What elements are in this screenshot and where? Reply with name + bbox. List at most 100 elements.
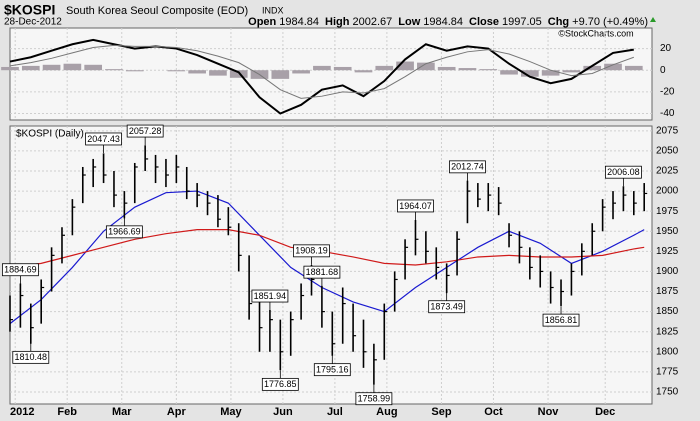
- histogram-bar: [42, 64, 61, 71]
- credit: ©StockCharts.com: [558, 28, 633, 38]
- date: 28-Dec-2012: [4, 17, 62, 28]
- histogram-bar: [292, 70, 310, 74]
- y-tick-label: 1850: [656, 306, 679, 317]
- quote-value: 1984.84: [423, 16, 463, 28]
- y-tick-label: 1975: [656, 206, 679, 217]
- y-tick-label: 2075: [656, 125, 679, 136]
- exchange: INDX: [262, 5, 284, 15]
- histogram-bar: [1, 66, 19, 71]
- annotation-label: 1873.49: [430, 302, 463, 312]
- x-tick-label: Aug: [376, 406, 397, 418]
- quote-label: Close: [469, 16, 499, 28]
- annotation-box: [12, 350, 50, 364]
- y-tick-label: -40: [660, 108, 675, 119]
- x-tick-label: Jun: [273, 406, 293, 418]
- x-tick-label: Apr: [167, 406, 187, 418]
- quote-label: Chg: [548, 16, 569, 28]
- histogram-bar: [396, 61, 414, 71]
- annotation-box: [126, 124, 164, 138]
- histogram-bar: [333, 66, 352, 71]
- annotation-label: 2047.43: [87, 134, 120, 144]
- x-tick-label: Nov: [538, 406, 560, 418]
- x-tick-label: 2012: [10, 406, 34, 418]
- up-arrow: [650, 17, 656, 22]
- histogram-bar: [583, 65, 602, 71]
- moving-average: [9, 229, 645, 269]
- y-tick-label: 1825: [656, 326, 679, 337]
- histogram-bar: [479, 69, 498, 71]
- y-tick-label: 20: [660, 43, 672, 54]
- annotation-box: [355, 392, 393, 406]
- y-tick-label: 1900: [656, 266, 679, 277]
- annotation-label: 1908.19: [295, 246, 328, 256]
- histogram-bar: [500, 70, 518, 75]
- quote-value: 2002.67: [353, 16, 393, 28]
- annotation-box: [397, 199, 434, 213]
- annotation-label: 2012.74: [451, 162, 484, 172]
- symbol: $KOSPI: [4, 2, 55, 18]
- y-tick-label: 1775: [656, 367, 679, 378]
- histogram-bar: [354, 70, 373, 73]
- histogram-bar: [209, 70, 227, 76]
- annotation-box: [1, 263, 39, 277]
- y-tick-label: 2025: [656, 166, 679, 177]
- histogram-bar: [417, 62, 435, 71]
- annotation-label: 1881.68: [306, 267, 339, 277]
- panel-label: $KOSPI (Daily): [16, 129, 84, 140]
- histogram-bar: [313, 65, 331, 71]
- annotation-box: [303, 265, 341, 279]
- annotation-label: 1795.16: [316, 365, 349, 375]
- y-tick-label: 1925: [656, 246, 679, 257]
- annotation-label: 1758.99: [358, 394, 391, 404]
- index-name: South Korea Seoul Composite (EOD): [66, 5, 248, 17]
- annotation-label: 1964.07: [399, 201, 432, 211]
- histogram-bar: [562, 70, 581, 73]
- y-tick-label: 1750: [656, 387, 679, 398]
- y-tick-label: 1950: [656, 226, 679, 237]
- annotation-box: [605, 165, 642, 179]
- x-tick-label: Feb: [57, 406, 77, 418]
- x-tick-label: Jul: [327, 406, 343, 418]
- y-tick-label: 2050: [656, 146, 679, 157]
- annotation-label: 1810.48: [15, 352, 48, 362]
- moving-average: [9, 190, 645, 325]
- quote-text: Open 1984.84 High 2002.67 Low 1984.84 Close 199…: [248, 16, 648, 28]
- histogram-bar: [541, 70, 560, 76]
- histogram-bar: [188, 70, 206, 74]
- histogram-bar: [604, 63, 622, 71]
- y-tick-label: 2000: [656, 186, 679, 197]
- price-panel: [9, 125, 653, 405]
- quote-value: 1997.05: [502, 16, 542, 28]
- histogram-bar: [521, 70, 539, 77]
- histogram-bar: [21, 65, 40, 71]
- y-tick-label: 1800: [656, 346, 679, 357]
- y-tick-label: 0: [660, 65, 666, 76]
- y-tick-label: -20: [660, 86, 675, 97]
- histogram-bar: [125, 70, 144, 72]
- histogram-bar: [375, 65, 394, 71]
- histogram-bar: [458, 68, 477, 71]
- annotation-box: [261, 377, 299, 391]
- annotation-box: [313, 363, 351, 377]
- x-tick-label: Oct: [484, 406, 503, 418]
- annotation-box: [449, 160, 486, 174]
- annotation-box: [251, 289, 289, 303]
- x-tick-label: May: [220, 406, 242, 418]
- histogram-bar: [624, 65, 643, 71]
- histogram-bar: [84, 64, 103, 71]
- quote-value: +9.70 (+0.49%): [572, 16, 648, 28]
- annotation-label: 2006.08: [607, 167, 640, 177]
- quote-label: High: [325, 16, 350, 28]
- quote-label: Open: [248, 16, 276, 28]
- histogram-bar: [167, 70, 186, 72]
- x-tick-label: Dec: [595, 406, 615, 418]
- macd-line: [9, 44, 634, 99]
- histogram-bar: [271, 70, 290, 79]
- histogram-bar: [437, 66, 456, 71]
- histogram-bar: [229, 70, 248, 78]
- annotation-box: [105, 225, 143, 239]
- macd-line: [9, 38, 634, 115]
- x-tick-label: Sep: [431, 406, 451, 418]
- annotation-label: 2057.28: [129, 126, 162, 136]
